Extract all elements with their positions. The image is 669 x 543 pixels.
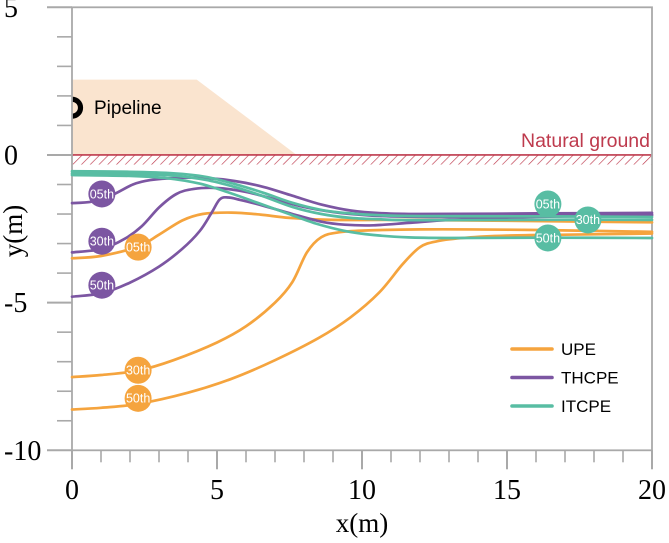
series-line-upe-50th [70,232,654,411]
series-line-itcpe-05th [70,169,654,219]
x-tick-label: 10 [348,475,376,506]
badge-itcpe-30th: 30th [574,206,602,234]
badge-circle [124,233,152,261]
x-tick-label: 20 [638,475,666,506]
badge-label: 30th [576,213,600,227]
badge-label: 30th [90,235,114,249]
x-axis-title: x(m) [336,508,388,538]
y-tick-label: 5 [4,0,18,24]
natural-ground-hatch [72,154,652,165]
badge-label: 50th [536,231,560,245]
badge-label: 05th [536,197,560,211]
y-tick-label: -10 [4,436,41,467]
badge-circle [88,227,116,255]
series-line-upe-30th [70,227,654,379]
badge-label: 05th [126,240,150,254]
pipeline-marker-group [72,96,84,119]
natural-ground-label: Natural ground [521,130,650,152]
badge-circle [124,356,152,384]
badge-circle [574,206,602,234]
badge-circle [88,180,116,208]
legend-label: ITCPE [561,397,611,416]
badge-upe-30th: 30th [124,356,152,384]
badge-upe-50th: 50th [124,384,152,412]
pipeline-icon [72,96,84,119]
y-tick-label: 0 [4,140,18,171]
pipeline-label: Pipeline [94,98,162,119]
badge-thcpe-05th: 05th [88,180,116,208]
badge-label: 50th [126,392,150,406]
badge-thcpe-50th: 50th [88,271,116,299]
legend-label: UPE [561,340,596,359]
legend-item-itcpe: ITCPE [510,397,611,416]
badge-thcpe-30th: 30th [88,227,116,255]
x-tick-label: 0 [65,475,79,506]
series-line-thcpe-05th [70,176,654,216]
legend-item-thcpe: THCPE [510,369,619,388]
x-axis: 0 5 10 15 20 [65,450,666,506]
badge-itcpe-05th: 05th [534,190,562,218]
y-tick-label: -5 [4,288,27,319]
badge-label: 30th [126,364,150,378]
legend: UPE THCPE ITCPE [510,340,619,416]
series-line-itcpe-30th [70,171,654,222]
legend-label: THCPE [561,369,619,388]
y-axis: 5 0 -5 -10 [4,0,72,467]
legend-item-upe: UPE [510,340,596,359]
badge-itcpe-50th: 50th [534,224,562,252]
badge-label: 05th [90,187,114,201]
badge-upe-05th: 05th [124,233,152,261]
badge-label: 50th [90,279,114,293]
x-tick-label: 5 [210,475,224,506]
badge-circle [88,271,116,299]
badge-circle [534,224,562,252]
badge-circle [534,190,562,218]
berm-polygon [72,79,297,155]
series-line-itcpe-50th [70,173,654,240]
x-tick-label: 15 [493,475,521,506]
y-axis-title: y(m) [0,205,28,257]
badge-circle [124,384,152,412]
